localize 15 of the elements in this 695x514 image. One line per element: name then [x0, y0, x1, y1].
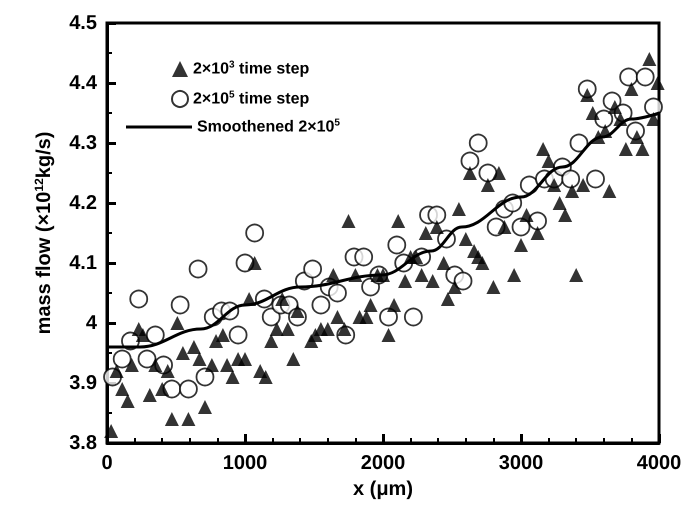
y-tick-label: 4 — [86, 312, 98, 334]
x-tick-label: 1000 — [222, 452, 268, 474]
y-tick-label: 4.4 — [69, 72, 98, 94]
x-tick-label: 4000 — [636, 452, 682, 474]
y-tick-label: 4.3 — [69, 132, 97, 154]
y-tick-label: 4.1 — [69, 252, 97, 274]
y-tick-label: 3.8 — [69, 432, 97, 454]
y-tick-label: 4.5 — [69, 12, 97, 34]
x-tick-label: 0 — [101, 452, 113, 474]
x-tick-label: 2000 — [360, 452, 406, 474]
y-tick-label: 4.2 — [69, 192, 97, 214]
x-tick-label: 3000 — [498, 452, 544, 474]
y-axis-title: mass flow (×1012kg/s) — [32, 132, 55, 334]
x-axis-title: x (μm) — [352, 478, 414, 500]
y-tick-label: 3.9 — [69, 372, 97, 394]
